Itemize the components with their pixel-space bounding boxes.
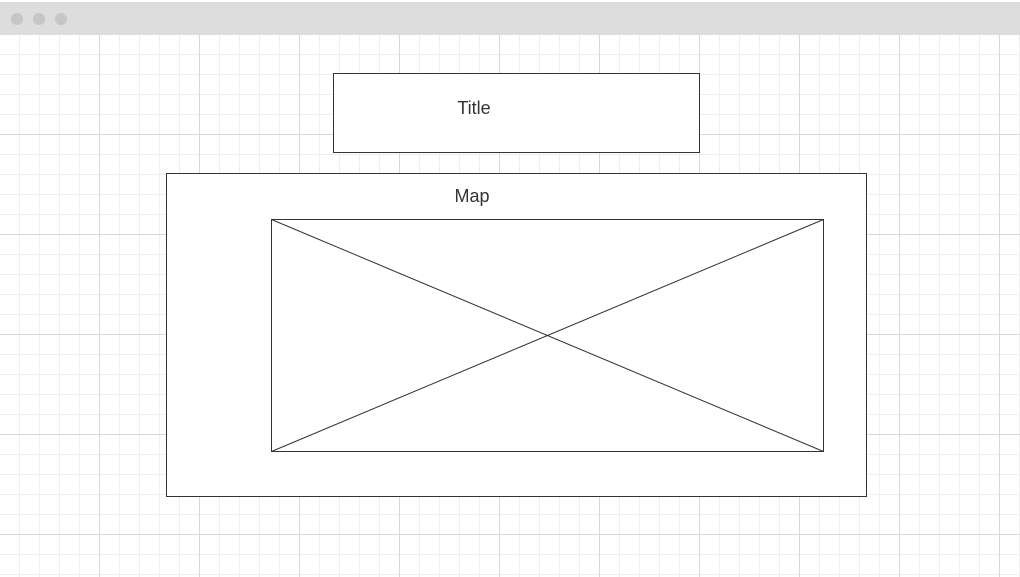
placeholder-diagonal <box>271 219 824 452</box>
window-control-dot[interactable] <box>55 13 67 25</box>
map-label: Map <box>454 186 490 206</box>
window-control-dot[interactable] <box>33 13 45 25</box>
title-label: Title <box>457 98 491 118</box>
title-box[interactable]: Title <box>333 73 700 153</box>
window-titlebar <box>0 2 1020 35</box>
image-placeholder-svg <box>271 219 824 452</box>
window-control-dot[interactable] <box>11 13 23 25</box>
image-placeholder-icon[interactable] <box>271 219 824 452</box>
